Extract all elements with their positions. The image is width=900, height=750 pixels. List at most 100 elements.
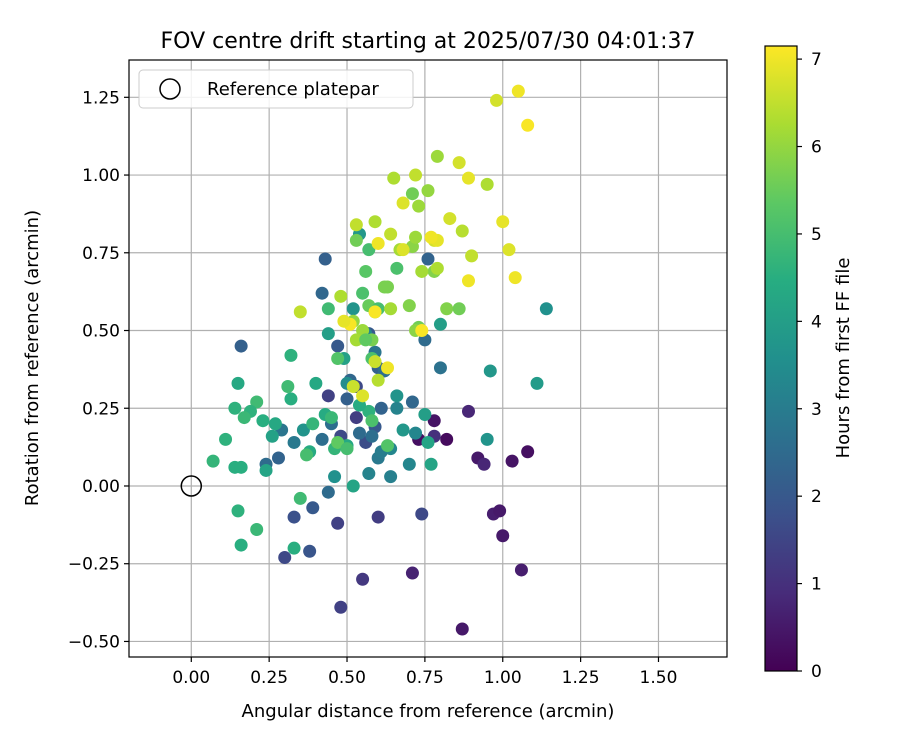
data-point <box>421 252 435 266</box>
data-points <box>206 84 553 636</box>
data-point <box>511 84 525 98</box>
x-axis-label: Angular distance from reference (arcmin) <box>242 701 615 722</box>
data-point <box>405 395 419 409</box>
data-point <box>250 523 264 537</box>
data-point <box>381 361 395 375</box>
data-point <box>384 470 398 484</box>
data-point <box>303 544 317 558</box>
data-point <box>452 156 466 170</box>
legend-box <box>138 69 414 109</box>
data-point <box>433 317 447 331</box>
data-point <box>206 454 220 468</box>
data-point <box>268 417 282 431</box>
data-point <box>331 516 345 530</box>
data-point <box>455 224 469 238</box>
data-point <box>421 184 435 198</box>
data-point <box>483 364 497 378</box>
colorbar-tick-label: 2 <box>811 487 822 507</box>
colorbar-tick-label: 0 <box>811 662 822 682</box>
colorbar-tick-label: 4 <box>811 312 822 332</box>
data-point <box>265 429 279 443</box>
x-tick-label: 1.50 <box>640 668 678 688</box>
data-point <box>490 93 504 107</box>
data-point <box>324 411 338 425</box>
x-tick-label: 0.50 <box>328 668 366 688</box>
data-point <box>424 457 438 471</box>
data-point <box>362 243 376 257</box>
data-point <box>452 302 466 316</box>
data-point <box>371 510 385 524</box>
data-point <box>396 243 410 257</box>
data-point <box>331 339 345 353</box>
data-point <box>331 352 345 365</box>
data-point <box>412 199 426 213</box>
y-tick-label: −0.50 <box>68 632 120 652</box>
y-tick-label: 0.00 <box>82 477 120 497</box>
data-point <box>321 485 335 499</box>
data-point <box>461 274 475 288</box>
colorbar-ticks: 0 1 2 3 4 5 6 7 <box>797 50 822 682</box>
colorbar <box>764 45 798 672</box>
data-point <box>421 435 435 449</box>
data-point <box>415 324 429 338</box>
data-point <box>340 392 354 406</box>
data-point <box>409 426 423 440</box>
y-tick-label: 1.00 <box>82 166 120 186</box>
plot-background <box>129 60 727 657</box>
data-point <box>514 563 528 577</box>
data-point <box>424 230 438 244</box>
data-point <box>433 361 447 375</box>
data-point <box>256 414 270 428</box>
legend-marker <box>159 78 181 100</box>
data-point <box>349 218 363 232</box>
data-point <box>231 504 245 518</box>
y-axis-ticks: −0.50 −0.25 0.00 0.25 0.50 0.75 1.00 1.25 <box>68 88 129 652</box>
data-point <box>387 171 401 185</box>
data-point <box>359 333 373 347</box>
data-point <box>346 379 360 393</box>
data-point <box>234 538 248 552</box>
data-point <box>390 261 404 275</box>
y-tick-label: 0.75 <box>82 244 120 264</box>
data-point <box>356 286 370 300</box>
data-point <box>237 411 251 425</box>
data-point <box>321 302 335 316</box>
data-point <box>371 373 385 387</box>
data-point <box>328 470 342 484</box>
data-point <box>440 432 454 446</box>
data-point <box>234 460 248 474</box>
data-point <box>250 395 264 409</box>
data-point <box>287 510 301 524</box>
data-point <box>315 286 329 300</box>
data-point <box>349 233 363 247</box>
colorbar-tick-label: 6 <box>811 138 822 158</box>
data-point <box>337 314 351 328</box>
y-axis-label: Rotation from reference (arcmin) <box>22 210 43 506</box>
data-point <box>321 389 335 403</box>
data-point <box>346 302 360 316</box>
data-point <box>477 457 491 471</box>
data-point <box>287 541 301 555</box>
data-point <box>461 404 475 418</box>
data-point <box>415 507 429 521</box>
data-point <box>496 215 510 229</box>
data-point <box>368 305 382 319</box>
data-point <box>418 407 432 421</box>
y-tick-label: 1.25 <box>82 88 120 108</box>
data-point <box>455 622 469 636</box>
data-point <box>284 348 298 362</box>
data-point <box>405 566 419 580</box>
data-point <box>272 451 285 465</box>
data-point <box>293 491 307 505</box>
reference-marker <box>180 475 203 497</box>
data-point <box>349 333 363 347</box>
data-point <box>278 551 292 564</box>
legend-label: Reference platepar <box>207 79 379 100</box>
data-point <box>331 435 345 449</box>
data-point <box>334 289 348 303</box>
data-point <box>365 429 379 443</box>
data-point <box>334 600 348 614</box>
data-point <box>409 230 423 244</box>
x-tick-label: 1.00 <box>484 668 522 688</box>
